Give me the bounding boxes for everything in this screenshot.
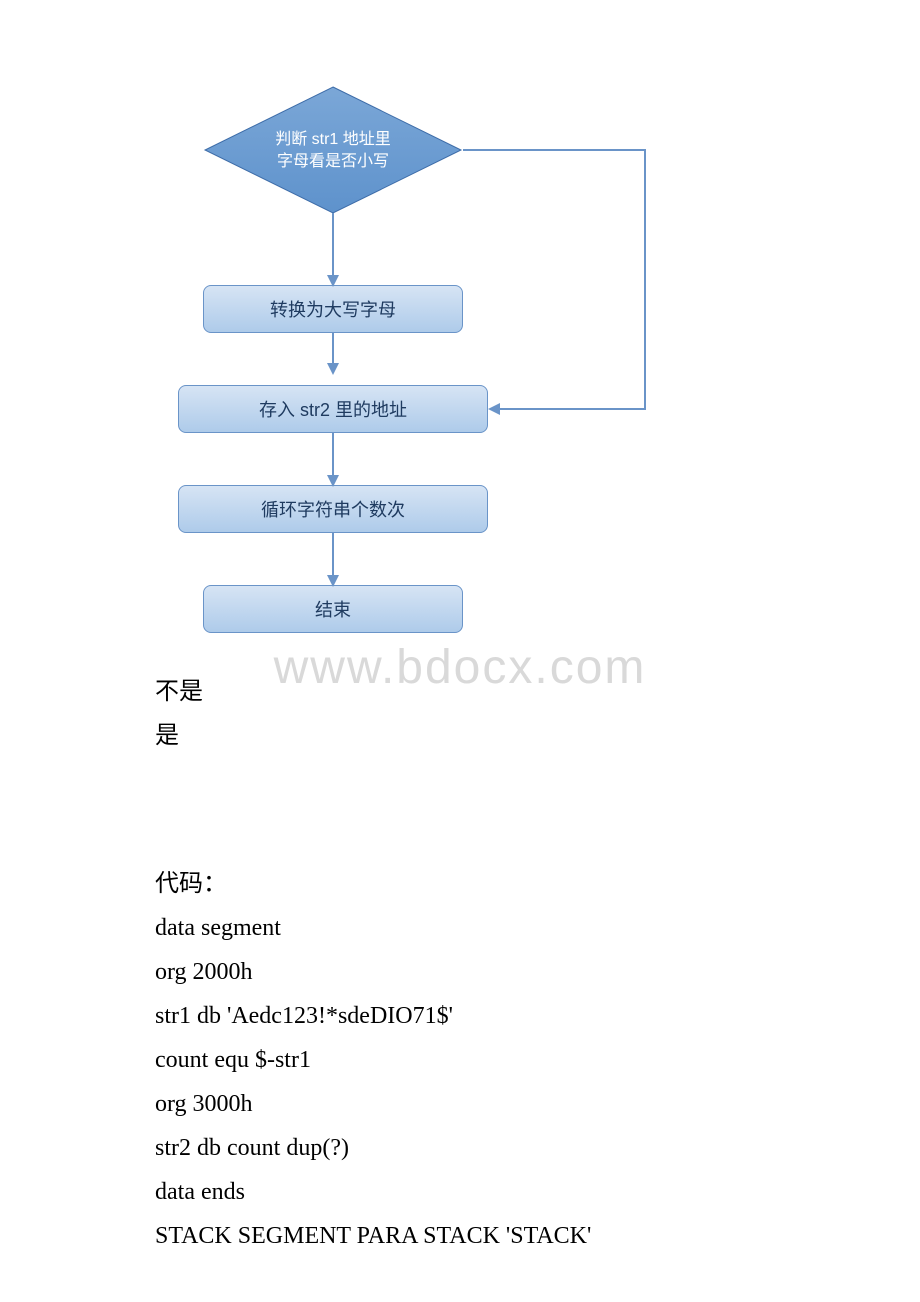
code-line: org 3000h — [155, 1082, 795, 1126]
code-line: str2 db count dup(?) — [155, 1126, 795, 1170]
label-no: 不是 — [155, 670, 795, 714]
code-line: STACK SEGMENT PARA STACK 'STACK' — [155, 1214, 795, 1258]
flowchart-region: 判断 str1 地址里 字母看是否小写 转换为大写字母 存入 str2 里的地址… — [170, 85, 730, 650]
code-line: str1 db 'Aedc123!*sdeDIO71$' — [155, 994, 795, 1038]
code-line: org 2000h — [155, 950, 795, 994]
code-line: data segment — [155, 906, 795, 950]
code-line: data ends — [155, 1170, 795, 1214]
code-line: count equ $-str1 — [155, 1038, 795, 1082]
arrow-diamond-right-to-box2 — [170, 85, 730, 645]
code-heading: 代码： — [155, 862, 795, 906]
label-yes: 是 — [155, 714, 795, 758]
